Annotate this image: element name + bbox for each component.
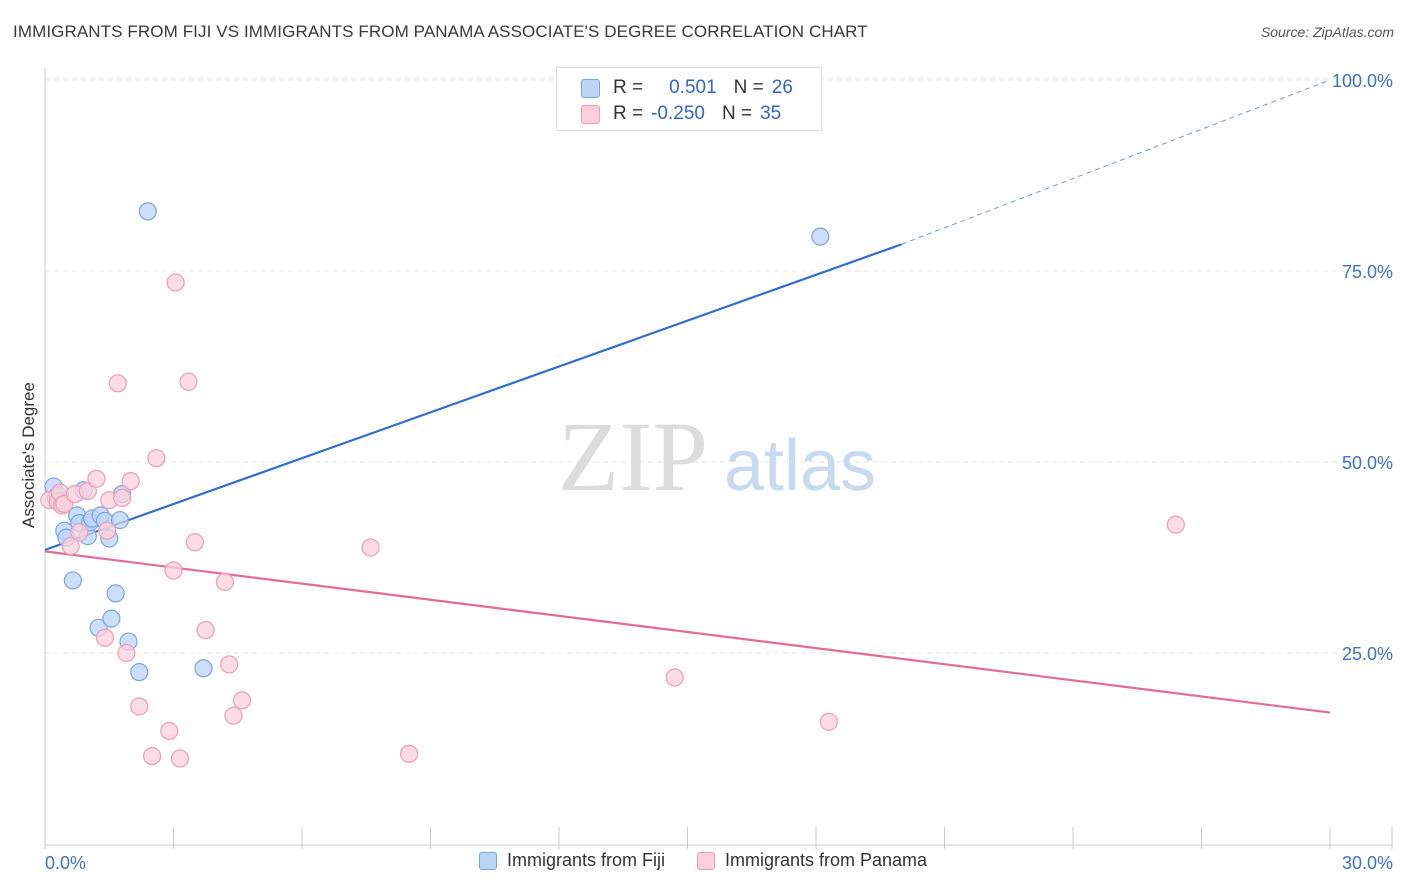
- panama-r-value: -0.250: [651, 103, 705, 124]
- y-tick-label: 50.0%: [1342, 453, 1393, 473]
- x-tick-label: 0.0%: [45, 853, 86, 873]
- correlation-row-panama: R = -0.250 N = 35: [581, 102, 781, 126]
- fiji-swatch: [581, 78, 600, 98]
- panama-point: [399, 744, 419, 763]
- chart-title: IMMIGRANTS FROM FIJI VS IMMIGRANTS FROM …: [13, 22, 868, 41]
- fiji-point: [811, 227, 830, 246]
- panama-n-value: 35: [760, 103, 782, 124]
- y-tick-label: 25.0%: [1342, 644, 1393, 664]
- trend-lines: [44, 79, 1331, 714]
- panama-point: [215, 572, 234, 592]
- panama-point: [665, 668, 684, 687]
- source-label: Source: ZipAtlas.com: [1260, 24, 1394, 40]
- fiji-point: [63, 571, 82, 590]
- y-tick-label: 100.0%: [1332, 71, 1393, 91]
- panama-point: [164, 561, 183, 580]
- watermark: ZIP atlas: [558, 401, 876, 512]
- panama-point: [142, 747, 162, 766]
- panama-point: [117, 643, 136, 663]
- legend-fiji-swatch: [478, 851, 497, 870]
- axis-labels: 25.0% 50.0% 75.0% 100.0% 0.0% 30.0%: [45, 71, 1393, 873]
- y-axis-label: Associate's Degree: [19, 382, 38, 528]
- legend-item-fiji[interactable]: Immigrants from Fiji: [478, 850, 665, 871]
- panama-trend-line: [44, 550, 1331, 714]
- panama-point: [108, 374, 127, 393]
- axes: [44, 68, 1393, 849]
- panama-point: [160, 721, 179, 741]
- panama-point: [121, 472, 140, 491]
- watermark-atlas: atlas: [724, 426, 876, 506]
- y-tick-label: 75.0%: [1342, 262, 1393, 282]
- panama-point: [166, 273, 185, 292]
- panama-r-label: R =: [613, 103, 644, 124]
- panama-point: [196, 620, 215, 640]
- fiji-n-label: N =: [733, 77, 764, 98]
- panama-point: [130, 697, 149, 716]
- correlation-legend: R = 0.501 N = 26 R = -0.250 N = 35: [556, 67, 822, 131]
- panama-swatch: [581, 104, 600, 124]
- fiji-r-value: 0.501: [669, 77, 717, 98]
- watermark-zip: ZIP: [558, 401, 708, 512]
- fiji-point: [110, 510, 130, 530]
- fiji-point: [130, 662, 149, 682]
- data-points: [40, 202, 1185, 768]
- legend-item-panama[interactable]: Immigrants from Panama: [696, 850, 928, 871]
- panama-point: [98, 521, 117, 540]
- panama-point: [361, 538, 380, 557]
- panama-point: [87, 469, 106, 488]
- legend-fiji-label: Immigrants from Fiji: [506, 850, 665, 870]
- fiji-trend-line: [44, 243, 903, 551]
- panama-point: [95, 628, 115, 647]
- panama-point: [1166, 515, 1185, 534]
- legend-panama-swatch: [696, 851, 715, 870]
- panama-point: [185, 533, 205, 552]
- fiji-point: [106, 584, 125, 603]
- panama-n-label: N =: [721, 103, 753, 124]
- fiji-point: [194, 659, 213, 678]
- correlation-row-fiji: R = 0.501 N = 26: [581, 76, 793, 100]
- panama-point: [147, 449, 166, 468]
- panama-point: [112, 488, 132, 508]
- grid-lines: [45, 77, 1392, 654]
- fiji-r-label: R =: [613, 77, 644, 98]
- fiji-trend-extension: [901, 79, 1331, 245]
- panama-point: [220, 655, 239, 674]
- fiji-point: [138, 202, 157, 221]
- panama-point: [70, 523, 89, 542]
- fiji-point: [102, 609, 121, 628]
- panama-point: [179, 372, 198, 391]
- panama-point: [819, 712, 838, 731]
- series-legend: Immigrants from Fiji Immigrants from Pan…: [0, 850, 1406, 871]
- panama-point: [170, 749, 190, 768]
- fiji-n-value: 26: [771, 77, 793, 98]
- panama-point: [232, 691, 252, 710]
- panama-point: [224, 706, 243, 725]
- x-tick-label: 30.0%: [1342, 853, 1393, 873]
- legend-panama-label: Immigrants from Panama: [724, 850, 928, 870]
- panama-point: [61, 536, 80, 556]
